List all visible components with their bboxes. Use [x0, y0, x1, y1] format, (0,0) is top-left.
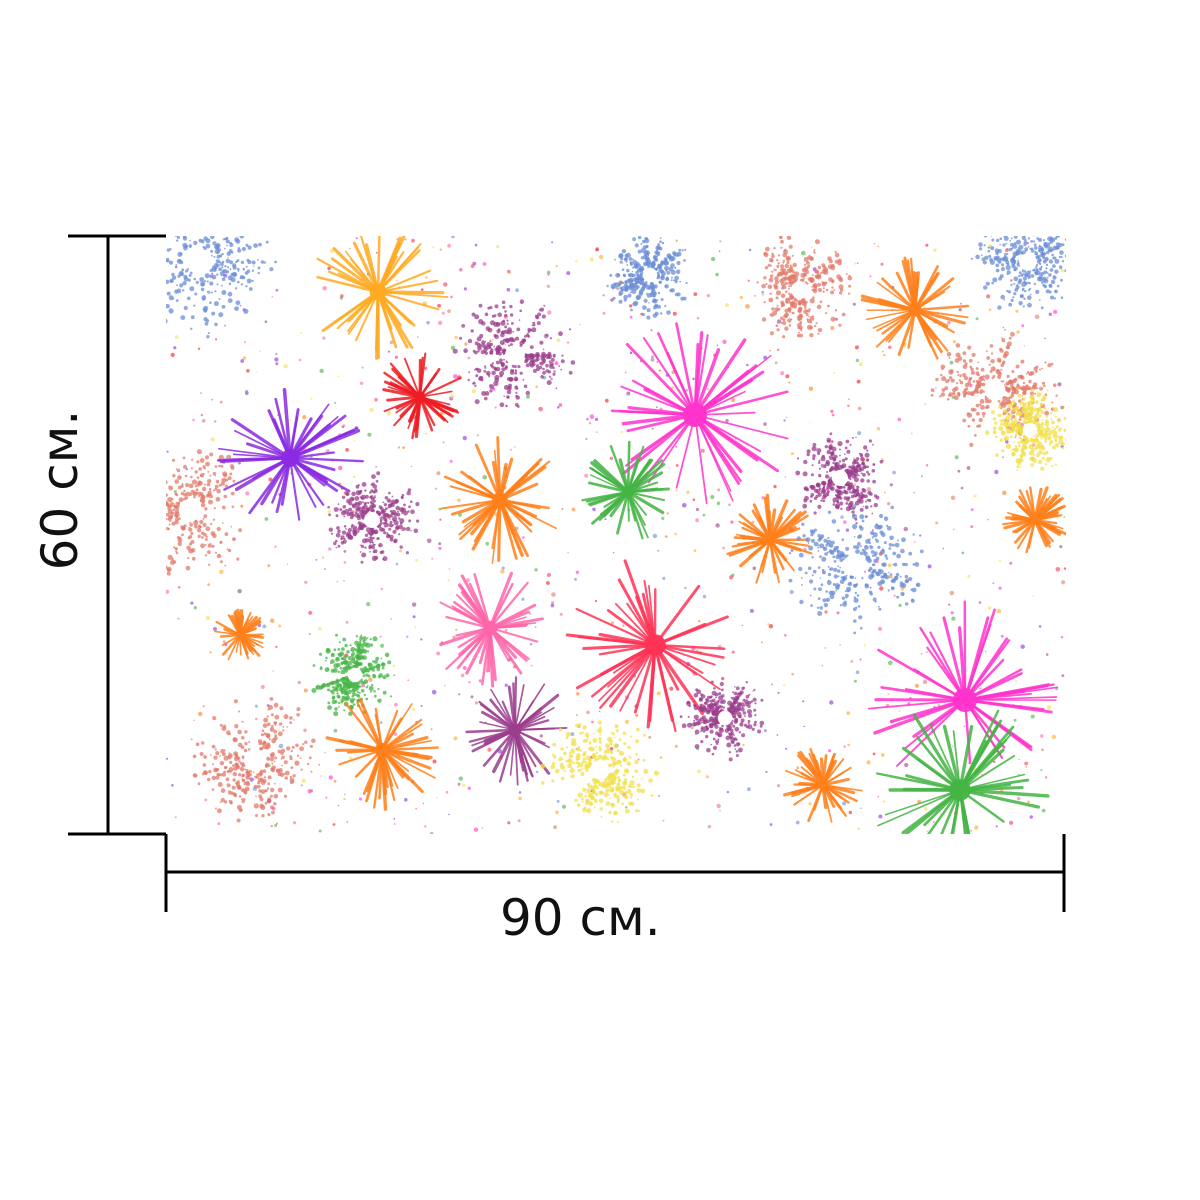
fireworks-artwork: [166, 236, 1066, 834]
firework-burst: [876, 709, 1050, 834]
firework-burst: [860, 256, 970, 360]
firework-burst: [166, 236, 277, 339]
firework-burst: [465, 676, 568, 786]
firework-burst: [679, 680, 765, 762]
dimension-lines: [68, 234, 1066, 912]
firework-burst: [439, 571, 544, 688]
firework-burst: [984, 386, 1066, 471]
firework-burst: [788, 504, 924, 635]
firework-burst: [440, 436, 558, 564]
firework-burst: [540, 720, 659, 824]
firework-burst: [606, 236, 688, 320]
firework-burst: [565, 559, 729, 733]
firework-burst: [795, 432, 884, 525]
firework-burst: [975, 236, 1066, 310]
firework-burst: [452, 299, 576, 408]
width-dimension-label: 90 см.: [500, 889, 661, 947]
firework-burst: [214, 608, 265, 661]
firework-burst: [783, 748, 863, 823]
firework-burst: [610, 322, 789, 505]
firework-burst: [216, 387, 364, 521]
height-dimension-label: 60 см.: [31, 409, 89, 571]
firework-burst: [382, 352, 462, 440]
firework-burst: [747, 236, 853, 339]
firework-burst: [726, 493, 813, 584]
firework-burst: [327, 471, 420, 564]
firework-burst: [1002, 486, 1066, 554]
firework-burst: [316, 236, 449, 360]
firework-burst: [581, 440, 670, 540]
firework-burst: [325, 698, 439, 811]
firework-burst: [190, 697, 321, 828]
firework-burst: [311, 633, 396, 717]
firework-burst: [166, 449, 244, 576]
